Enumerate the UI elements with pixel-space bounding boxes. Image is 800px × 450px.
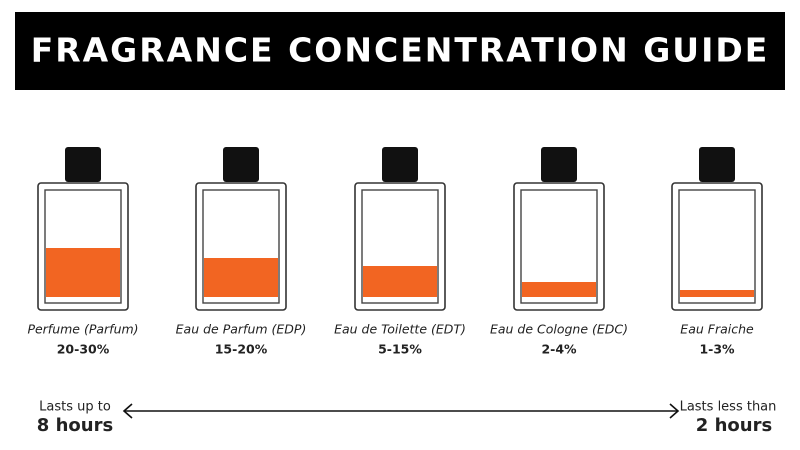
bottle-inner [678,189,756,304]
liquid-level [522,282,596,297]
longevity-label: Lasts up to [39,400,111,415]
title-bar [15,12,785,90]
longevity-value: 8 hours [37,415,113,436]
liquid-level [680,290,754,297]
concentration-name: Eau de Cologne (EDC) [490,322,628,337]
liquid-level [46,248,120,297]
bottle-cap [541,147,577,182]
concentration-name: Eau Fraiche [680,322,754,337]
bottle: Eau de Toilette (EDT) 5-15% [334,147,466,357]
bottle: Eau Fraiche 1-3% [671,147,763,357]
bottle: Eau de Parfum (EDP) 15-20% [176,147,307,357]
liquid-level [204,258,278,297]
concentration-name: Eau de Toilette (EDT) [334,322,466,337]
concentration-name: Eau de Parfum (EDP) [176,322,307,337]
bottle: Perfume (Parfum) 20-30% [27,147,139,357]
concentration-range: 1-3% [699,342,735,357]
bottle-cap [699,147,735,182]
longevity-value: 2 hours [696,415,772,436]
bottle: Eau de Cologne (EDC) 2-4% [490,147,628,357]
bottle-cap [382,147,418,182]
concentration-range: 5-15% [378,342,422,357]
bottle-cap [65,147,101,182]
liquid-level [363,266,437,297]
arrow [122,403,680,419]
concentration-range: 15-20% [215,342,268,357]
longevity-label: Lasts less than [680,400,777,415]
concentration-range: 2-4% [541,342,577,357]
concentration-name: Perfume (Parfum) [27,322,138,337]
title: FRAGRANCE CONCENTRATION GUIDE [31,31,770,70]
bottle-cap [223,147,259,182]
concentration-range: 20-30% [57,342,110,357]
